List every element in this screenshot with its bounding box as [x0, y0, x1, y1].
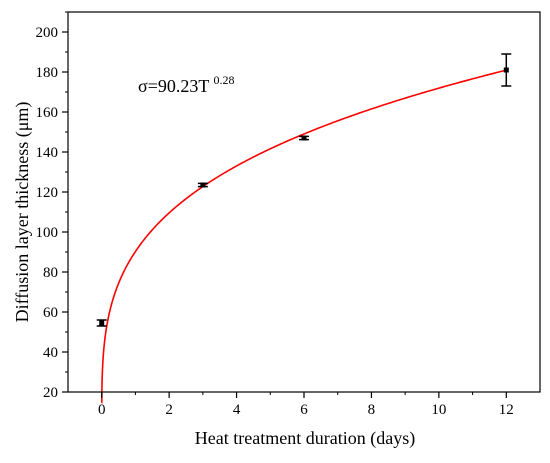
y-tick-label: 40	[43, 345, 58, 361]
x-tick-label: 4	[233, 402, 241, 418]
y-tick-label: 200	[36, 25, 59, 41]
x-axis-ticks: 0 2 4 6 8 10 12	[98, 392, 514, 418]
data-point-marker	[503, 67, 509, 73]
x-tick-label: 12	[499, 402, 514, 418]
plot-area	[96, 53, 512, 404]
y-tick-label: 140	[36, 145, 59, 161]
data-point	[197, 182, 208, 188]
x-tick-label: 8	[368, 402, 376, 418]
x-tick-label: 6	[300, 402, 308, 418]
y-tick-label: 160	[36, 105, 59, 121]
data-point-marker	[301, 135, 307, 141]
data-points	[96, 53, 512, 327]
y-tick-label: 120	[36, 185, 59, 201]
data-point-marker	[200, 182, 206, 188]
data-point-marker	[99, 320, 105, 326]
x-axis-label: Heat treatment duration (days)	[195, 428, 415, 449]
y-axis-ticks: 20 40 60 80 100 120 140 160 180 200	[36, 11, 68, 401]
y-tick-label: 80	[43, 265, 58, 281]
data-point	[501, 53, 512, 87]
axes: 0 2 4 6 8 10 12 20 40 60 80 100 120 140 160 180 200	[36, 11, 541, 418]
fit-equation-exponent: 0.28	[214, 73, 235, 87]
x-tick-label: 10	[431, 402, 446, 418]
y-tick-label: 180	[36, 65, 59, 81]
data-point	[96, 319, 107, 327]
y-tick-label: 20	[43, 385, 58, 401]
y-tick-label: 60	[43, 305, 58, 321]
fit-curve	[100, 69, 507, 404]
x-tick-label: 0	[98, 402, 106, 418]
fit-equation-annotation: σ=90.23T 0.28	[138, 73, 235, 96]
data-point	[299, 135, 309, 141]
y-axis-label: Diffusion layer thickness (μm)	[12, 102, 33, 323]
y-tick-label: 100	[36, 225, 59, 241]
fit-equation-main: σ=90.23T	[138, 76, 209, 96]
x-tick-label: 2	[165, 402, 173, 418]
